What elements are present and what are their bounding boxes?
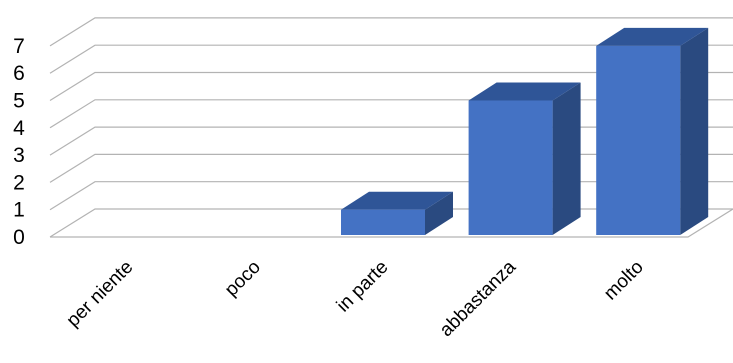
- bar-top: [596, 27, 709, 46]
- x-category-label: poco: [221, 257, 265, 301]
- gridline-6: [49, 44, 733, 74]
- bar-side: [425, 191, 453, 235]
- y-tick-label: 6: [13, 62, 25, 85]
- bar-molto: [596, 27, 709, 236]
- bar-front: [596, 45, 681, 236]
- bar-side: [552, 82, 581, 235]
- bars: [341, 27, 709, 236]
- x-category-label: abbastanza: [436, 256, 521, 341]
- y-tick-label: 3: [13, 144, 25, 167]
- bar-top: [341, 191, 453, 210]
- y-axis-ticks: 0 1 2 3 4 5 6 7: [13, 35, 25, 249]
- x-axis-labels: per niente poco in parte abbastanza molto: [63, 256, 648, 341]
- y-tick-label: 0: [13, 226, 25, 249]
- bar-front: [468, 100, 553, 235]
- bar-front: [341, 209, 425, 235]
- y-tick-label: 1: [13, 199, 25, 222]
- y-tick-label: 7: [13, 35, 25, 58]
- x-category-label: per niente: [63, 257, 138, 332]
- gridline-5: [49, 71, 733, 102]
- gridlines: [49, 17, 733, 238]
- bar-abbastanza: [468, 82, 581, 235]
- floor-edge: [50, 208, 733, 238]
- x-category-label: in parte: [333, 257, 393, 317]
- y-tick-label: 5: [13, 90, 25, 113]
- y-tick-label: 2: [13, 171, 25, 194]
- y-tick-label: 4: [13, 117, 25, 140]
- bar-side: [680, 27, 709, 236]
- bar-in-parte: [341, 191, 453, 235]
- bar-top: [468, 82, 581, 101]
- x-category-label: molto: [600, 257, 648, 305]
- gridline-7: [49, 17, 733, 47]
